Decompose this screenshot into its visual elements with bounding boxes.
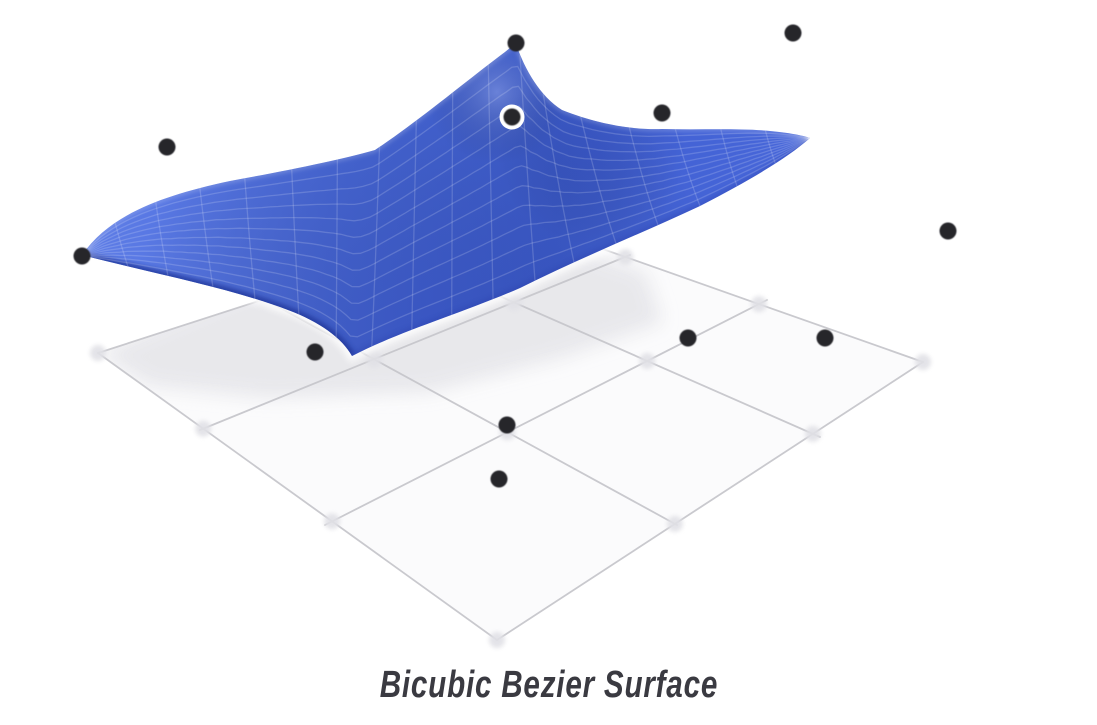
surface-mesh-line <box>82 125 810 256</box>
surface-mesh-line <box>580 116 617 244</box>
surface-mesh-line <box>155 201 169 276</box>
control-point[interactable] <box>498 416 516 434</box>
surface-mesh-line <box>82 137 810 288</box>
control-point[interactable] <box>653 104 671 122</box>
surface-mesh-line <box>519 54 536 281</box>
control-point[interactable] <box>158 138 176 156</box>
control-point-dot <box>507 34 525 52</box>
surface-mesh-line <box>764 130 776 164</box>
surface-mesh-line <box>82 137 810 271</box>
surface-mesh-line <box>82 85 810 256</box>
surface-mesh-line <box>244 178 256 299</box>
control-point-dot <box>939 222 957 240</box>
surface-mesh-line <box>114 222 129 267</box>
control-point-dot <box>73 247 91 265</box>
control-point[interactable] <box>939 222 957 240</box>
floor-grid-line <box>496 361 924 641</box>
control-point[interactable] <box>306 343 324 361</box>
floor-grid-node <box>324 513 341 530</box>
control-point-dot <box>490 470 508 488</box>
floor-grid-line <box>199 254 631 431</box>
surface-mesh-line <box>411 120 417 330</box>
control-point-dot <box>158 138 176 156</box>
floor-grid-line <box>97 352 498 641</box>
surface-mesh-line <box>199 188 214 287</box>
control-point-dot <box>498 416 516 434</box>
surface-mesh-line <box>335 159 339 338</box>
surface-mesh-line <box>82 137 810 321</box>
floor-grid-node <box>804 425 821 442</box>
control-point[interactable] <box>73 247 91 265</box>
floor-grid-node <box>505 294 522 311</box>
floor-grid-node <box>90 345 106 361</box>
floor-grid-node <box>750 296 767 313</box>
surface-mesh-line <box>82 137 810 305</box>
control-point-selected[interactable] <box>499 104 525 130</box>
surface-mesh-line <box>82 137 810 256</box>
surface-mesh-line <box>628 127 659 226</box>
floor-grid-node <box>489 632 505 648</box>
floor-grid-node <box>666 515 683 532</box>
control-point[interactable] <box>784 24 802 42</box>
control-point[interactable] <box>816 329 834 347</box>
surface-mesh-line <box>720 129 738 187</box>
control-point-dot <box>784 24 802 42</box>
control-point[interactable] <box>490 470 508 488</box>
surface-mesh-line <box>542 93 575 263</box>
control-point[interactable] <box>507 34 525 52</box>
surface-mesh-line <box>291 169 300 315</box>
control-point-dot <box>816 329 834 347</box>
surface-mesh-line <box>451 92 454 315</box>
surface-mesh-line <box>371 146 381 347</box>
surface-mesh-line <box>674 129 701 207</box>
surface-mesh-line <box>82 137 810 256</box>
control-points-layer <box>73 24 957 488</box>
floor-grid-node <box>639 352 656 369</box>
floor-grid-node <box>365 351 382 368</box>
surface-mesh-line <box>82 137 810 338</box>
surface-mesh-line <box>487 64 494 300</box>
control-point-dot <box>653 104 671 122</box>
control-point-dot <box>306 343 324 361</box>
surface-mesh-line <box>82 105 810 256</box>
control-point[interactable] <box>679 329 697 347</box>
surface-mesh-line <box>82 65 810 256</box>
floor-grid-node <box>195 420 212 437</box>
floor-grid-node <box>915 354 931 370</box>
control-point-dot <box>503 108 521 126</box>
floor-grid-node <box>617 248 634 265</box>
control-point-dot <box>679 329 697 347</box>
